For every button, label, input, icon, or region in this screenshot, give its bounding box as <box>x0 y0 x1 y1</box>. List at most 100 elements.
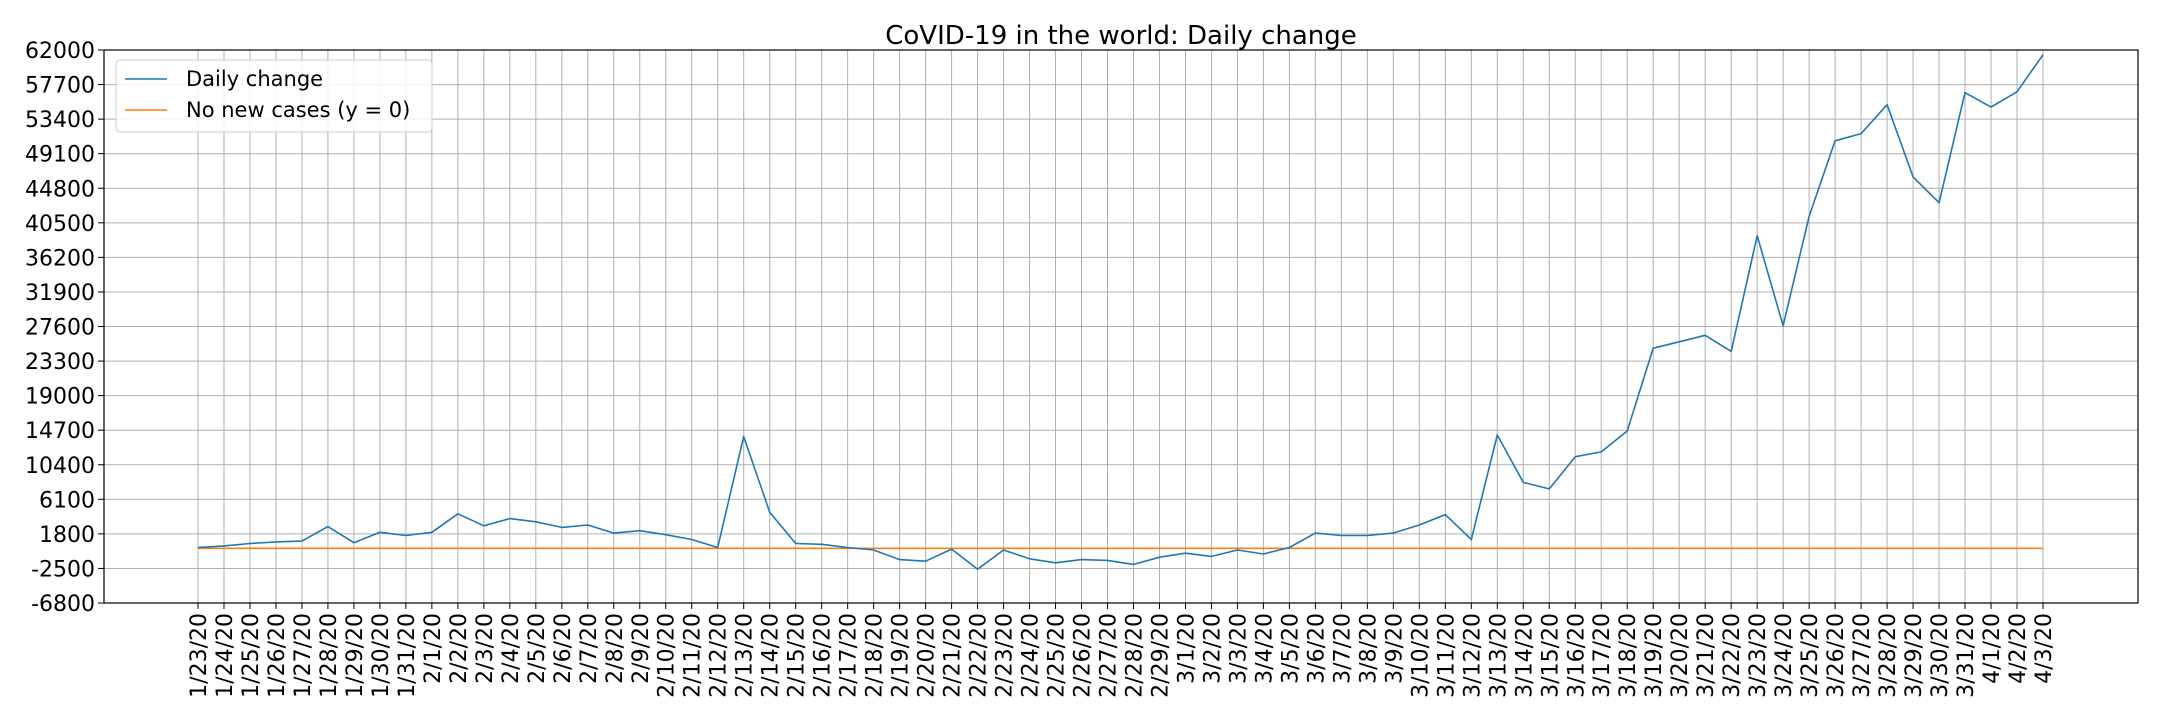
x-tick-label: 2/16/20 <box>811 613 836 698</box>
x-tick-label: 3/20/20 <box>1668 613 1693 698</box>
series-line-0 <box>197 54 2044 571</box>
x-tick-label: 3/1/20 <box>1174 613 1199 684</box>
series-group <box>197 54 2044 571</box>
x-tick-label: 3/19/20 <box>1642 613 1667 698</box>
x-tick-label: 2/10/20 <box>655 613 680 698</box>
x-tick-label: 3/14/20 <box>1512 613 1537 698</box>
y-tick-label: -2500 <box>31 557 95 582</box>
x-tick-label: 1/27/20 <box>291 613 316 698</box>
x-tick-label: 2/27/20 <box>1097 613 1122 698</box>
x-tick-label: 2/5/20 <box>525 613 550 684</box>
x-tick-label: 3/3/20 <box>1226 613 1251 684</box>
x-tick-label: 2/3/20 <box>473 613 498 684</box>
x-tick-label: 3/26/20 <box>1824 613 1849 698</box>
x-tick-label: 2/13/20 <box>733 613 758 698</box>
y-tick-label: 19000 <box>25 385 95 410</box>
x-tick-label: 3/16/20 <box>1564 613 1589 698</box>
y-tick-label: 57700 <box>25 74 95 99</box>
x-tick-label: 4/2/20 <box>2006 613 2031 684</box>
x-tick-label: 2/23/20 <box>993 613 1018 698</box>
x-tick-label: 3/7/20 <box>1330 613 1355 684</box>
y-tick-label: 40500 <box>25 212 95 237</box>
x-tick-label: 2/28/20 <box>1122 613 1147 698</box>
x-tick-label: 3/27/20 <box>1850 613 1875 698</box>
legend: Daily change No new cases (y = 0) <box>115 59 433 133</box>
x-tick-label: 3/25/20 <box>1798 613 1823 698</box>
x-tick-label: 2/7/20 <box>577 613 602 684</box>
x-tick-label: 3/30/20 <box>1928 613 1953 698</box>
x-tick-label: 1/25/20 <box>239 613 264 698</box>
x-tick-label: 2/1/20 <box>421 613 446 684</box>
x-tick-label: 2/18/20 <box>863 613 888 698</box>
y-tick-label: 53400 <box>25 108 95 133</box>
x-tick-label: 3/6/20 <box>1304 613 1329 684</box>
x-tick-label: 3/11/20 <box>1434 613 1459 698</box>
x-tick-label: 2/17/20 <box>837 613 862 698</box>
y-axis: -6800 -2500 1800 6100 10400 14700 19000 23300 27… <box>25 39 104 617</box>
x-tick-label: 2/11/20 <box>681 613 706 698</box>
x-tick-label: 3/10/20 <box>1408 613 1433 698</box>
y-tick-label: 49100 <box>25 143 95 168</box>
y-tick-label: 62000 <box>25 39 95 64</box>
y-tick-label: 27600 <box>25 316 95 341</box>
x-tick-label: 3/21/20 <box>1694 613 1719 698</box>
y-tick-label: 6100 <box>39 488 95 513</box>
y-tick-label: 10400 <box>25 454 95 479</box>
x-tick-label: 2/12/20 <box>707 613 732 698</box>
x-tick-label: 2/8/20 <box>603 613 628 684</box>
x-tick-label: 2/6/20 <box>551 613 576 684</box>
x-tick-label: 1/24/20 <box>213 613 238 698</box>
x-tick-label: 2/14/20 <box>759 613 784 698</box>
x-tick-label: 4/3/20 <box>2032 613 2057 684</box>
x-tick-label: 3/5/20 <box>1278 613 1303 684</box>
x-tick-label: 3/4/20 <box>1252 613 1277 684</box>
x-tick-label: 3/24/20 <box>1772 613 1797 698</box>
chart-title: CoVID-19 in the world: Daily change <box>885 21 1357 51</box>
x-tick-label: 2/15/20 <box>785 613 810 698</box>
x-tick-label: 1/29/20 <box>343 613 368 698</box>
x-tick-label: 2/24/20 <box>1019 613 1044 698</box>
y-tick-label: 14700 <box>25 419 95 444</box>
x-tick-label: 1/23/20 <box>187 613 212 698</box>
x-tick-label: 3/23/20 <box>1746 613 1771 698</box>
x-tick-label: 2/29/20 <box>1148 613 1173 698</box>
x-tick-label: 2/20/20 <box>915 613 940 698</box>
x-tick-label: 2/26/20 <box>1071 613 1096 698</box>
x-tick-label: 2/2/20 <box>447 613 472 684</box>
x-tick-label: 3/15/20 <box>1538 613 1563 698</box>
x-tick-label: 1/30/20 <box>369 613 394 698</box>
plot-frame <box>103 49 2139 604</box>
x-tick-label: 2/19/20 <box>889 613 914 698</box>
x-tick-label: 3/18/20 <box>1616 613 1641 698</box>
x-tick-label: 3/29/20 <box>1902 613 1927 698</box>
x-tick-label: 3/9/20 <box>1382 613 1407 684</box>
legend-label: No new cases (y = 0) <box>186 98 410 122</box>
x-tick-label: 3/28/20 <box>1876 613 1901 698</box>
x-tick-label: 1/31/20 <box>395 613 420 698</box>
x-tick-label: 2/25/20 <box>1045 613 1070 698</box>
x-tick-label: 3/8/20 <box>1356 613 1381 684</box>
x-tick-label: 3/2/20 <box>1200 613 1225 684</box>
x-tick-label: 2/22/20 <box>967 613 992 698</box>
x-tick-label: 3/22/20 <box>1720 613 1745 698</box>
x-tick-label: 2/9/20 <box>629 613 654 684</box>
x-tick-label: 2/4/20 <box>499 613 524 684</box>
x-tick-label: 3/31/20 <box>1954 613 1979 698</box>
x-tick-label: 3/17/20 <box>1590 613 1615 698</box>
x-tick-label: 3/12/20 <box>1460 613 1485 698</box>
legend-box <box>115 59 433 133</box>
x-tick-label: 4/1/20 <box>1980 613 2005 684</box>
x-tick-label: 3/13/20 <box>1486 613 1511 698</box>
y-tick-label: 36200 <box>25 246 95 271</box>
y-tick-label: 1800 <box>39 523 95 548</box>
grid <box>104 49 2138 604</box>
x-tick-label: 1/28/20 <box>317 613 342 698</box>
y-tick-label: 44800 <box>25 177 95 202</box>
x-tick-label: 2/21/20 <box>941 613 966 698</box>
y-tick-label: 23300 <box>25 350 95 375</box>
y-tick-label: 31900 <box>25 281 95 306</box>
x-tick-label: 1/26/20 <box>265 613 290 698</box>
x-axis: 1/23/20 1/24/20 1/25/20 1/26/20 1/27/20 1/28/… <box>187 603 2057 698</box>
y-tick-label: -6800 <box>31 592 95 617</box>
